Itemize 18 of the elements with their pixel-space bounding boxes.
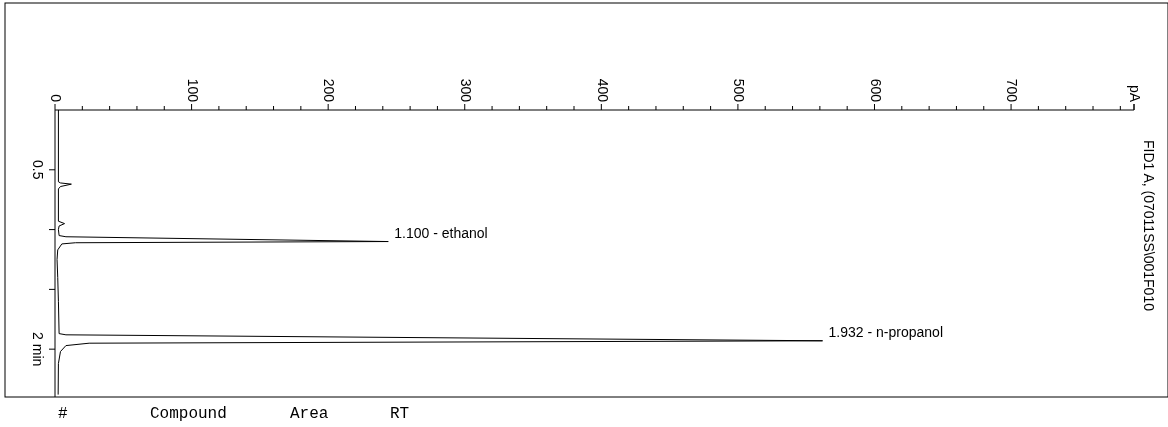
x-tick-label: 100 [184, 78, 201, 103]
text: Area [290, 405, 329, 423]
text: FID1 A, (07011SS\001F010 [1141, 140, 1158, 312]
text: # [58, 405, 68, 423]
annotation: 1.100 - ethanol [394, 224, 488, 241]
y-tick-label: 2 min [30, 332, 47, 367]
y-tick-label: 0.5 [30, 160, 47, 180]
x-tick-label: 600 [867, 78, 884, 103]
x-tick-label: 400 [594, 78, 611, 103]
x-tick-label: pA [1127, 84, 1144, 103]
x-tick-label: 700 [1004, 78, 1021, 103]
text: Compound [150, 405, 227, 423]
x-tick-label: 0 [48, 94, 65, 103]
x-tick-label: 300 [458, 78, 475, 103]
text: RT [390, 405, 410, 423]
x-tick-label: 200 [321, 78, 338, 103]
x-tick-label: 500 [731, 78, 748, 103]
annotation: 1.932 - n-propanol [828, 324, 944, 341]
